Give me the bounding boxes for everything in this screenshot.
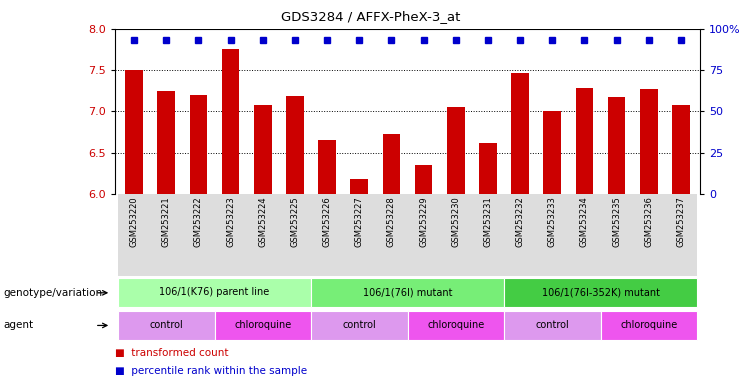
Bar: [408, 194, 439, 276]
Bar: [504, 278, 697, 308]
Bar: [600, 194, 633, 276]
Bar: [190, 95, 207, 194]
Bar: [343, 194, 376, 276]
Text: GDS3284 / AFFX-PheX-3_at: GDS3284 / AFFX-PheX-3_at: [281, 10, 460, 23]
Text: 106/1(76I) mutant: 106/1(76I) mutant: [363, 287, 452, 297]
Bar: [568, 194, 600, 276]
Text: GSM253234: GSM253234: [580, 196, 589, 247]
Bar: [504, 194, 536, 276]
Text: GSM253223: GSM253223: [226, 196, 235, 247]
Bar: [511, 73, 529, 194]
Text: control: control: [342, 320, 376, 330]
Bar: [536, 194, 568, 276]
Bar: [472, 194, 504, 276]
Text: ■  transformed count: ■ transformed count: [115, 348, 228, 358]
Bar: [350, 179, 368, 194]
Bar: [311, 278, 504, 308]
Bar: [608, 97, 625, 194]
Bar: [118, 311, 215, 340]
Bar: [215, 311, 311, 340]
Text: GSM253229: GSM253229: [419, 196, 428, 247]
Text: GSM253226: GSM253226: [322, 196, 332, 247]
Bar: [447, 107, 465, 194]
Bar: [640, 89, 657, 194]
Text: 106/1(K76) parent line: 106/1(K76) parent line: [159, 287, 270, 297]
Bar: [504, 311, 600, 340]
Text: chloroquine: chloroquine: [427, 320, 485, 330]
Text: GSM253228: GSM253228: [387, 196, 396, 247]
Bar: [118, 194, 150, 276]
Text: chloroquine: chloroquine: [620, 320, 677, 330]
Bar: [150, 194, 182, 276]
Bar: [247, 194, 279, 276]
Text: agent: agent: [4, 320, 34, 331]
Bar: [600, 311, 697, 340]
Bar: [118, 278, 311, 308]
Text: GSM253233: GSM253233: [548, 196, 556, 247]
Text: GSM253227: GSM253227: [355, 196, 364, 247]
Bar: [182, 194, 215, 276]
Bar: [311, 311, 408, 340]
Text: GSM253232: GSM253232: [516, 196, 525, 247]
Bar: [311, 194, 343, 276]
Text: GSM253222: GSM253222: [194, 196, 203, 247]
Bar: [633, 194, 665, 276]
Text: control: control: [150, 320, 183, 330]
Text: GSM253230: GSM253230: [451, 196, 460, 247]
Text: GSM253231: GSM253231: [483, 196, 493, 247]
Bar: [125, 70, 143, 194]
Text: GSM253220: GSM253220: [130, 196, 139, 247]
Text: GSM253225: GSM253225: [290, 196, 299, 247]
Text: GSM253221: GSM253221: [162, 196, 171, 247]
Bar: [286, 96, 304, 194]
Bar: [415, 165, 433, 194]
Bar: [479, 143, 496, 194]
Bar: [439, 194, 472, 276]
Text: GSM253235: GSM253235: [612, 196, 621, 247]
Text: GSM253224: GSM253224: [259, 196, 268, 247]
Bar: [222, 50, 239, 194]
Text: chloroquine: chloroquine: [234, 320, 291, 330]
Bar: [665, 194, 697, 276]
Text: control: control: [536, 320, 569, 330]
Text: 106/1(76I-352K) mutant: 106/1(76I-352K) mutant: [542, 287, 659, 297]
Bar: [672, 105, 690, 194]
Bar: [158, 91, 175, 194]
Text: GSM253237: GSM253237: [677, 196, 685, 247]
Text: ■  percentile rank within the sample: ■ percentile rank within the sample: [115, 366, 307, 376]
Bar: [376, 194, 408, 276]
Bar: [408, 311, 504, 340]
Bar: [543, 111, 561, 194]
Bar: [215, 194, 247, 276]
Bar: [576, 88, 594, 194]
Bar: [254, 105, 272, 194]
Bar: [279, 194, 311, 276]
Bar: [319, 140, 336, 194]
Bar: [382, 134, 400, 194]
Text: GSM253236: GSM253236: [644, 196, 654, 247]
Text: genotype/variation: genotype/variation: [4, 288, 103, 298]
